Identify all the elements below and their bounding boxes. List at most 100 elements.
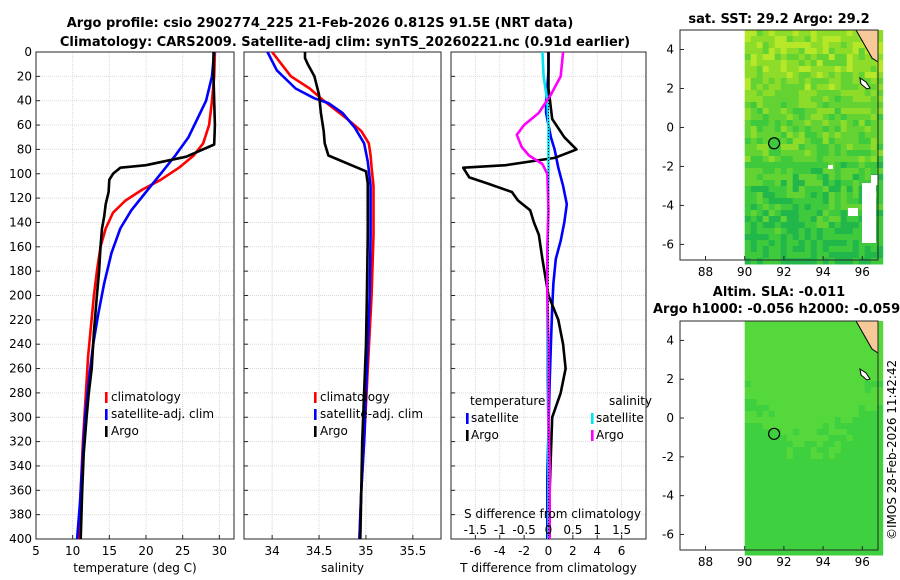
legend-swatch: [466, 413, 469, 424]
map-cell: [792, 72, 800, 79]
map-cell: [762, 465, 770, 472]
map-cell: [810, 132, 818, 139]
map-cell: [768, 345, 776, 352]
map-cell: [780, 375, 788, 382]
map-cell: [864, 429, 872, 436]
map-cell: [792, 84, 800, 91]
map-cell: [876, 459, 884, 466]
map-cell: [870, 441, 878, 448]
map-cell: [852, 72, 860, 79]
map-cell: [840, 96, 848, 103]
map-cell: [852, 441, 860, 448]
map-cell: [774, 543, 782, 550]
map-cell: [858, 186, 866, 193]
map-cell: [870, 411, 878, 418]
map-cell: [762, 333, 770, 340]
map-cell: [810, 60, 818, 67]
map-cell: [846, 42, 854, 49]
map-cell: [876, 204, 884, 211]
map-cell: [780, 519, 788, 526]
map-cell: [792, 327, 800, 334]
map-cell: [828, 339, 836, 346]
map-cell: [810, 72, 818, 79]
map-cell: [774, 375, 782, 382]
map-cell: [756, 222, 764, 229]
map-cell: [810, 351, 818, 358]
map-cell: [786, 114, 794, 121]
map-cell: [780, 435, 788, 442]
map-cell: [756, 375, 764, 382]
map-cell: [876, 234, 884, 241]
map-cell: [762, 537, 770, 544]
map-cell: [840, 417, 848, 424]
map-cell: [858, 465, 866, 472]
map-cell: [822, 423, 830, 430]
map-cell: [762, 471, 770, 478]
map-cell: [822, 495, 830, 502]
map-cell: [864, 441, 872, 448]
map-cell: [846, 222, 854, 229]
map-cell: [852, 246, 860, 253]
map-cell: [804, 234, 812, 241]
map-cell: [858, 345, 866, 352]
map-cell: [822, 102, 830, 109]
map-cell: [876, 363, 884, 370]
map-cell: [822, 363, 830, 370]
map-cell: [822, 90, 830, 97]
map-cell: [816, 228, 824, 235]
map-cell: [750, 459, 758, 466]
map-cell: [822, 132, 830, 139]
map-cell: [846, 54, 854, 61]
map-cell: [762, 174, 770, 181]
map-cell: [792, 204, 800, 211]
map-cell: [780, 120, 788, 127]
map-cell: [870, 465, 878, 472]
map-cell: [744, 198, 752, 205]
map-cell: [762, 321, 770, 328]
map-cell: [744, 537, 752, 544]
map-cell: [810, 429, 818, 436]
map-cell: [876, 84, 884, 91]
map-cell: [756, 252, 764, 259]
map-cell: [786, 126, 794, 133]
map-cell: [858, 144, 866, 151]
map-cell: [834, 447, 842, 454]
map-cell: [840, 405, 848, 412]
map-cell: [822, 441, 830, 448]
map-cell: [768, 240, 776, 247]
map-cell: [792, 42, 800, 49]
map-cell: [834, 531, 842, 538]
map-cell: [792, 513, 800, 520]
map-cell: [828, 192, 836, 199]
map-cell: [858, 42, 866, 49]
map-cell: [840, 387, 848, 394]
map-cell: [780, 549, 788, 556]
map-cell: [768, 363, 776, 370]
map-cell: [780, 108, 788, 115]
map-cell: [774, 549, 782, 556]
map-cell: [852, 162, 860, 169]
map-cell: [786, 240, 794, 247]
map-cell: [756, 417, 764, 424]
map-cell: [774, 210, 782, 217]
map-cell: [768, 351, 776, 358]
map-cell: [870, 351, 878, 358]
map-cell: [762, 72, 770, 79]
map-cell: [834, 393, 842, 400]
map-cell: [786, 186, 794, 193]
map-cell: [870, 72, 878, 79]
map-cell: [762, 144, 770, 151]
map-cell: [744, 36, 752, 43]
map-cell: [810, 168, 818, 175]
map-cell: [774, 477, 782, 484]
map-cell: [828, 399, 836, 406]
map-cell: [870, 447, 878, 454]
map-cell: [816, 321, 824, 328]
map-cell: [798, 156, 806, 163]
map-cell: [756, 114, 764, 121]
map-cell: [750, 240, 758, 247]
map-cell: [846, 108, 854, 115]
map-cell: [756, 72, 764, 79]
map-cell: [876, 240, 884, 247]
map-cell: [834, 519, 842, 526]
